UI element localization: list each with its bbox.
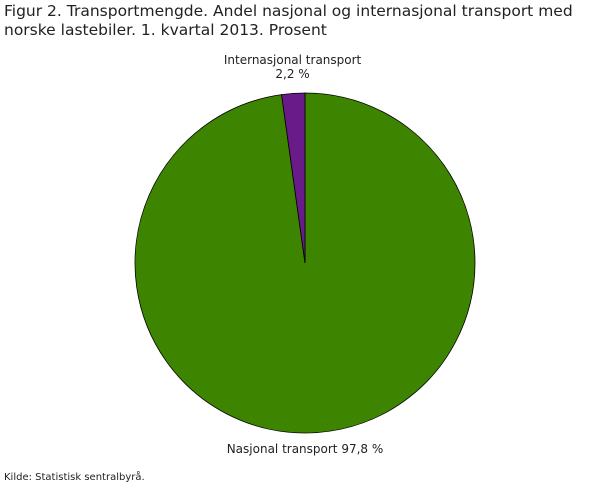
slice-label: Internasjonal transport xyxy=(224,53,362,67)
category-label: Nasjonal transport xyxy=(227,442,338,456)
slice-label: Nasjonal transport 97,8 % xyxy=(227,442,384,456)
value-label: 97,8 % xyxy=(341,442,383,456)
value-label: 2,2 % xyxy=(275,67,309,81)
pie-slice xyxy=(281,92,306,264)
chart-title: Figur 2. Transportmengde. Andel nasjonal… xyxy=(4,2,573,39)
chart: Nasjonal transport 97,8 % Internasjonal t… xyxy=(134,53,476,456)
source: Kilde: Statistisk sentralbyrå. xyxy=(4,472,145,483)
